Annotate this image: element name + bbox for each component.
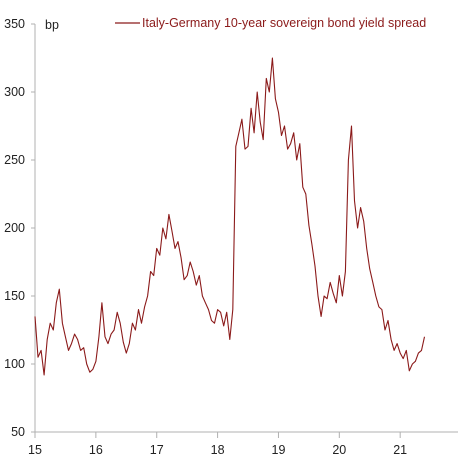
x-tick-label: 15 — [28, 443, 42, 457]
y-unit-label: bp — [45, 18, 59, 32]
y-tick-label: 300 — [4, 85, 25, 99]
y-tick-label: 50 — [11, 425, 25, 439]
x-tick-label: 20 — [332, 443, 346, 457]
y-tick-label: 200 — [4, 221, 25, 235]
x-tick-label: 16 — [89, 443, 103, 457]
y-tick-label: 350 — [4, 17, 25, 31]
legend: Italy-Germany 10-year sovereign bond yie… — [115, 16, 426, 30]
y-tick-label: 250 — [4, 153, 25, 167]
y-tick-label: 150 — [4, 289, 25, 303]
y-axis-ticks: 50 100 150 200 250 300 350 — [4, 17, 35, 439]
x-axis-ticks: 15 16 17 18 19 20 21 — [28, 432, 407, 457]
x-tick-label: 21 — [393, 443, 407, 457]
x-tick-label: 17 — [150, 443, 164, 457]
series-line-spread — [34, 57, 426, 376]
chart-axes — [34, 24, 458, 433]
y-tick-label: 100 — [4, 357, 25, 371]
legend-label: Italy-Germany 10-year sovereign bond yie… — [142, 16, 426, 30]
x-tick-label: 19 — [272, 443, 286, 457]
x-tick-label: 18 — [211, 443, 225, 457]
